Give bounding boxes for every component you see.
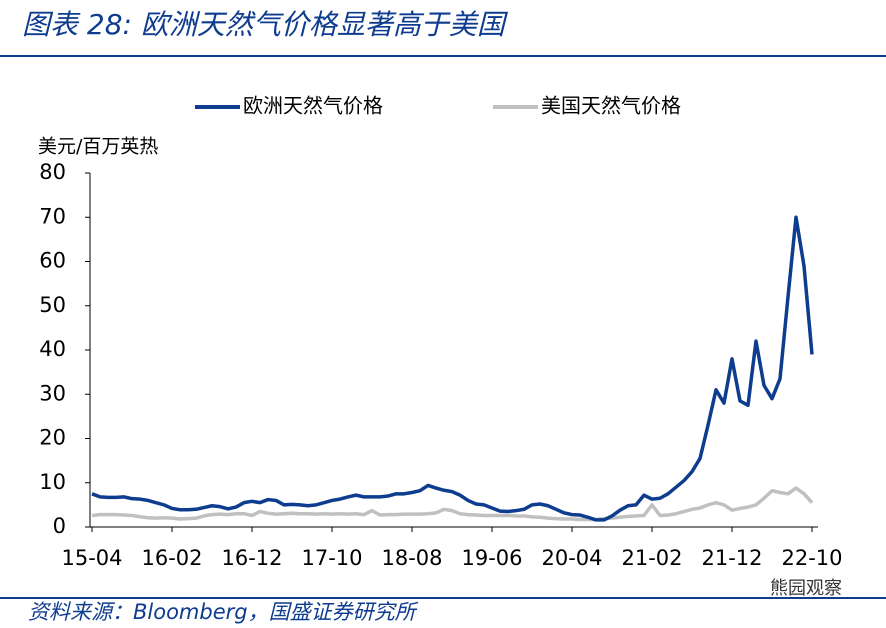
- y-tick-label: 80: [39, 160, 66, 184]
- source: 资料来源：Bloomberg，国盛证券研究所: [28, 600, 419, 624]
- y-tick-label: 40: [39, 337, 66, 361]
- y-tick-label: 70: [39, 204, 66, 228]
- y-tick-label: 50: [39, 293, 66, 317]
- y-tick-label: 30: [39, 381, 66, 405]
- series-line: [91, 215, 814, 522]
- watermark: 熊园观察: [770, 578, 842, 599]
- y-tick-label: 10: [39, 470, 66, 494]
- y-tick-label: 0: [53, 514, 66, 538]
- x-tick-label: 21-12: [701, 546, 762, 570]
- x-tick-label: 16-02: [141, 546, 202, 570]
- x-tick-label: 19-06: [461, 546, 522, 570]
- series-line: [91, 486, 814, 522]
- legend-label: 美国天然气价格: [541, 94, 681, 118]
- y-axis-label: 美元/百万英热: [38, 136, 158, 158]
- x-tick-label: 22-10: [781, 546, 842, 570]
- x-tick-label: 20-04: [541, 546, 602, 570]
- y-tick-label: 20: [39, 426, 66, 450]
- x-tick-label: 17-10: [301, 546, 362, 570]
- x-tick-label: 16-12: [221, 546, 282, 570]
- x-tick-label: 18-08: [381, 546, 442, 570]
- legend-label: 欧洲天然气价格: [243, 94, 383, 118]
- y-tick-label: 60: [39, 249, 66, 273]
- title: 图表 28: 欧洲天然气价格显著高于美国: [22, 8, 509, 41]
- x-tick-label: 15-04: [61, 546, 122, 570]
- x-tick-label: 21-02: [621, 546, 682, 570]
